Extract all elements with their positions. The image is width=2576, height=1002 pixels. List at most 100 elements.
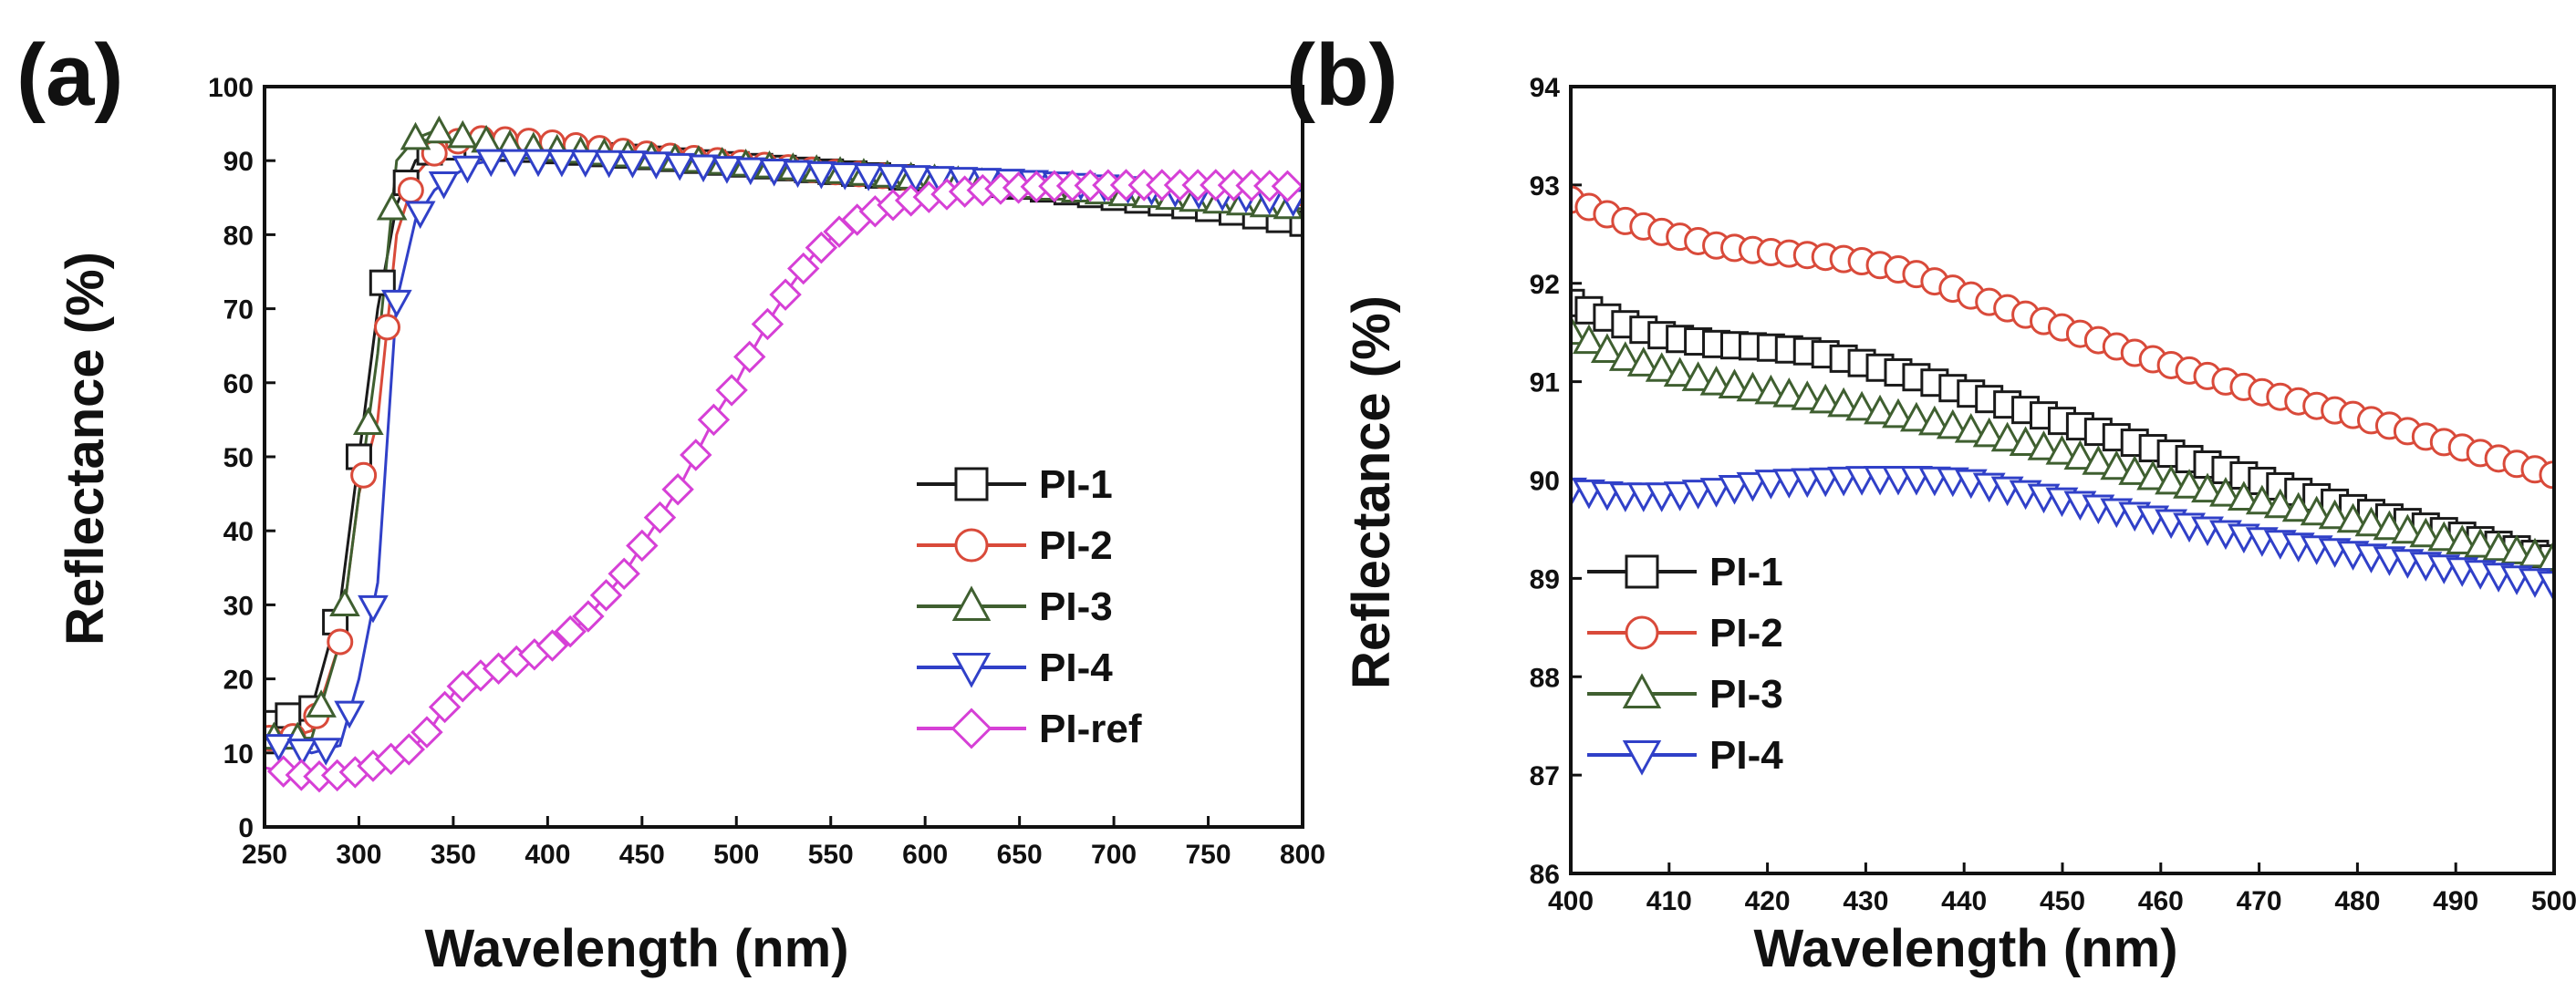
panel-b-marker-pi-3 bbox=[2209, 476, 2242, 507]
panel-b-marker-pi-3 bbox=[2409, 517, 2443, 548]
panel-b-y-tick-label: 88 bbox=[1530, 663, 1560, 693]
panel-a-marker-pi-3 bbox=[447, 119, 479, 149]
panel-b-y-tick-label: 90 bbox=[1530, 467, 1560, 497]
panel-b-series-layer bbox=[1571, 185, 2554, 601]
panel-a-marker-pi-4 bbox=[286, 739, 318, 767]
panel-a-marker-pi-4 bbox=[640, 151, 672, 180]
panel-a-marker-pi-4 bbox=[758, 159, 790, 187]
panel-a-legend-label: PI-1 bbox=[1039, 462, 1113, 507]
panel-a-marker-pi-ref bbox=[697, 403, 731, 437]
panel-b-marker-pi-3 bbox=[1882, 398, 1915, 429]
panel-b-marker-pi-3 bbox=[2173, 469, 2206, 499]
panel-a-legend: PI-1 PI-2 PI-3 PI-4 PI-ref bbox=[917, 462, 1142, 751]
panel-b-marker-pi-3 bbox=[1754, 374, 1788, 405]
panel-b-legend-label: PI-3 bbox=[1709, 672, 1783, 717]
panel-a-y-tick-label: 20 bbox=[223, 666, 254, 696]
panel-a-marker-pi-4 bbox=[380, 289, 412, 318]
panel-b-legend-marker bbox=[1622, 740, 1662, 776]
panel-b-x-tick-label: 420 bbox=[1745, 886, 1791, 916]
panel-b-marker-pi-3 bbox=[1772, 377, 1806, 408]
panel-a-marker-pi-ref bbox=[428, 690, 462, 724]
panel-b-x-tick-label: 490 bbox=[2433, 886, 2478, 916]
panel-b-marker-pi-3 bbox=[1699, 366, 1733, 396]
panel-a-marker-pi-4 bbox=[664, 152, 696, 181]
panel-b-marker-pi-4 bbox=[1663, 481, 1697, 511]
panel-a-x-tick-label: 400 bbox=[525, 840, 570, 870]
panel-a-marker-pi-4 bbox=[452, 155, 483, 184]
panel-a-marker-pi-1 bbox=[369, 269, 396, 296]
panel-b-legend-marker bbox=[1622, 673, 1662, 708]
panel-a-marker-pi-4 bbox=[499, 149, 530, 178]
panel-b-marker-pi-3 bbox=[1573, 324, 1605, 355]
panel-a-y-tick-label: 80 bbox=[223, 221, 254, 251]
panel-b-legend-marker bbox=[1625, 554, 1659, 589]
panel-a-marker-pi-ref bbox=[715, 374, 748, 407]
panel-a-marker-pi-ref bbox=[1271, 170, 1303, 203]
panel-b-marker-pi-3 bbox=[2300, 495, 2333, 526]
panel-a-marker-pi-4 bbox=[310, 738, 342, 766]
panel-a-marker-pi-4 bbox=[617, 150, 649, 179]
panel-a-y-tick-label: 60 bbox=[223, 369, 254, 399]
panel-a-series-layer bbox=[265, 115, 1303, 793]
panel-b-marker-pi-3 bbox=[1590, 333, 1624, 364]
panel-b-x-tick-label: 410 bbox=[1646, 886, 1692, 916]
panel-a-legend-item: PI-ref bbox=[917, 707, 1142, 751]
panel-a-marker-pi-ref bbox=[643, 501, 677, 534]
panel-a-legend-item: PI-1 bbox=[917, 462, 1113, 507]
panel-a-y-tick-label: 0 bbox=[238, 813, 254, 843]
panel-a-marker-pi-ref bbox=[661, 473, 694, 506]
panel-a-x-tick-label: 450 bbox=[619, 840, 665, 870]
panel-a-series-line-pi-ref bbox=[265, 183, 1303, 779]
panel-a-marker-pi-4 bbox=[877, 164, 908, 192]
panel-a-series-line-pi-4 bbox=[265, 159, 1303, 755]
panel-b-marker-pi-3 bbox=[1663, 356, 1697, 387]
panel-a-marker-pi-4 bbox=[404, 201, 436, 230]
panel-a-marker-pi-ref bbox=[589, 579, 623, 612]
panel-b-marker-pi-3 bbox=[2027, 430, 2061, 460]
panel-a-marker-pi-ref bbox=[626, 529, 659, 563]
panel-a-legend-marker bbox=[950, 708, 992, 749]
panel-b-marker-pi-3 bbox=[2500, 534, 2533, 564]
panel-a-x-tick-label: 500 bbox=[713, 840, 759, 870]
panel-b-plot-area: 400 410 420 430 440 450 460 470 480 490 500 86 87 88 8… bbox=[1530, 73, 2576, 916]
panel-a-marker-pi-4 bbox=[523, 149, 554, 178]
panel-a-y-tick-label: 40 bbox=[223, 517, 254, 547]
panel-b-marker-pi-3 bbox=[1864, 394, 1896, 425]
panel-a-legend-marker bbox=[951, 585, 992, 621]
panel-b-x-tick-label: 470 bbox=[2237, 886, 2282, 916]
panel-b-marker-pi-3 bbox=[1917, 405, 1951, 436]
panel-a-legend-marker bbox=[954, 467, 989, 501]
panel-b-marker-pi-3 bbox=[2427, 521, 2461, 552]
panel-a-axes-frame bbox=[263, 85, 1304, 829]
panel-a-legend-label: PI-ref bbox=[1039, 707, 1142, 751]
panel-b-marker-pi-3 bbox=[1571, 315, 1587, 346]
panel-a-y-axis-title: Reflectance (%) bbox=[56, 252, 115, 646]
panel-b-y-tick-label: 93 bbox=[1530, 171, 1560, 201]
panel-b-marker-pi-3 bbox=[1827, 387, 1861, 418]
panel-b-marker-pi-3 bbox=[1608, 341, 1642, 371]
panel-a-marker-pi-3 bbox=[329, 588, 360, 616]
panel-b-marker-pi-4 bbox=[1571, 477, 1587, 508]
panel-a-marker-pi-ref bbox=[733, 340, 766, 374]
panel-a-y-tick-label: 90 bbox=[223, 147, 254, 177]
panel-b-marker-pi-3 bbox=[1626, 346, 1660, 377]
panel-a-marker-pi-4 bbox=[782, 160, 814, 189]
panel-a-marker-pi-3 bbox=[423, 115, 455, 144]
panel-b-marker-pi-3 bbox=[2464, 528, 2498, 558]
panel-b-y-tick-label: 89 bbox=[1530, 564, 1560, 594]
panel-a-x-tick-label: 250 bbox=[242, 840, 287, 870]
panel-b-marker-pi-3 bbox=[1954, 413, 1988, 443]
panel-b-marker-pi-4 bbox=[1736, 471, 1770, 502]
panel-a-x-tick-label: 350 bbox=[431, 840, 476, 870]
chart-panel-b: (b) Reflectance (%) Wavelength (nm) 400 4… bbox=[1286, 26, 2576, 978]
panel-a-marker-pi-4 bbox=[334, 700, 365, 729]
panel-b-marker-pi-3 bbox=[2045, 434, 2079, 465]
panel-b-legend-item: PI-4 bbox=[1587, 733, 1783, 778]
panel-a-marker-pi-ref bbox=[392, 733, 426, 766]
panel-b-marker-pi-3 bbox=[2391, 513, 2425, 544]
panel-b-x-tick-label: 480 bbox=[2334, 886, 2380, 916]
panel-b-y-tick-label: 94 bbox=[1530, 73, 1561, 103]
panel-a-marker-pi-4 bbox=[265, 734, 295, 762]
panel-b-marker-pi-3 bbox=[1936, 408, 1969, 439]
